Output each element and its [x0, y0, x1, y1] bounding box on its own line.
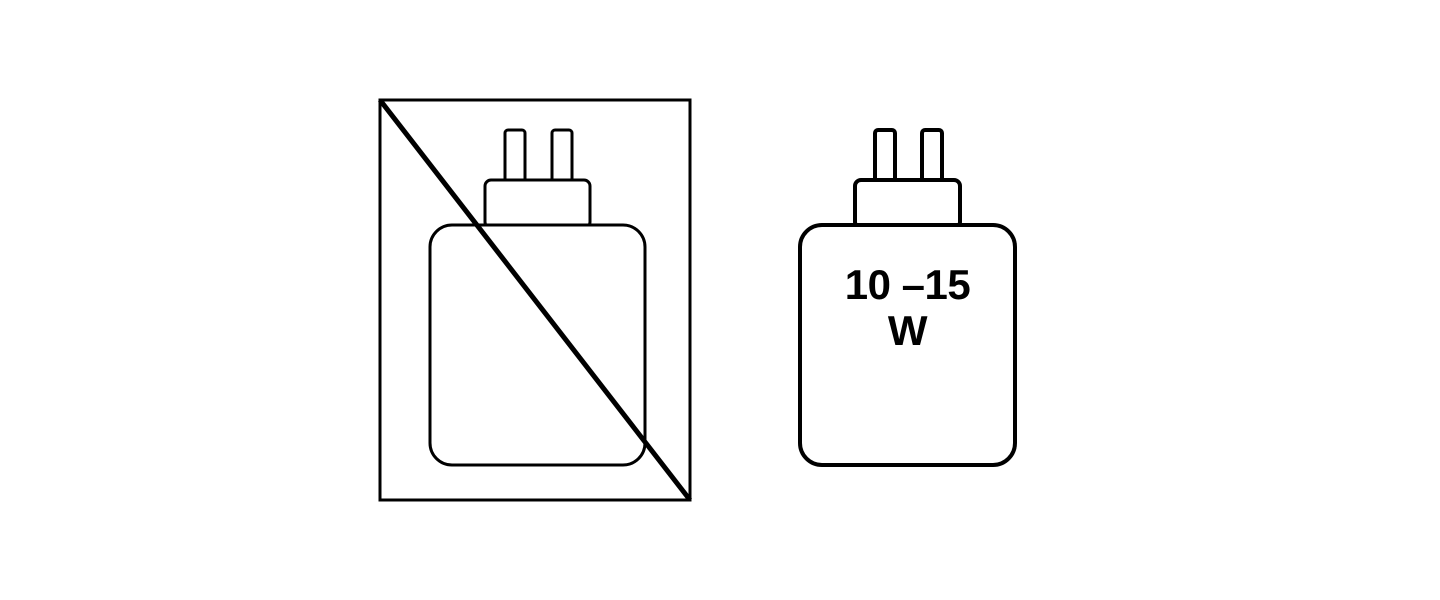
left-group: [380, 100, 690, 500]
right-charger-neck: [855, 180, 960, 228]
wattage-line1: 10 –15: [800, 262, 1015, 308]
right-prong-left: [875, 130, 895, 185]
left-prong-right: [552, 130, 572, 185]
wattage-line2: W: [800, 308, 1015, 354]
diagram-canvas: 10 –15 W: [0, 0, 1440, 600]
left-charger-body: [430, 225, 645, 465]
wattage-label: 10 –15 W: [800, 262, 1015, 354]
left-charger-neck: [485, 180, 590, 228]
diagram-svg: [0, 0, 1440, 600]
left-prong-left: [505, 130, 525, 185]
right-prong-right: [922, 130, 942, 185]
